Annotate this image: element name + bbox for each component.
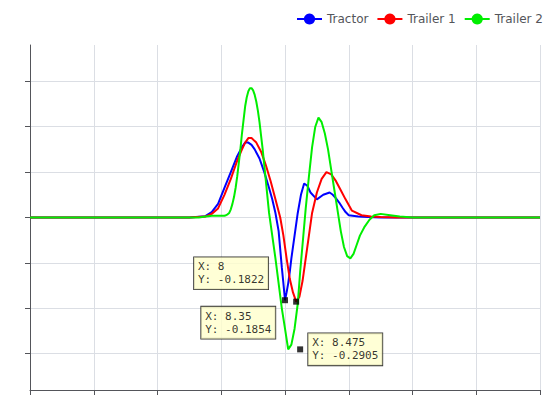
svg-text:X: 8.475: X: 8.475 — [312, 336, 365, 349]
svg-text:Y: -0.2905: Y: -0.2905 — [312, 349, 378, 362]
svg-text:Tractor: Tractor — [326, 12, 368, 26]
svg-text:Y: -0.1854: Y: -0.1854 — [205, 323, 272, 336]
svg-text:X: 8.35: X: 8.35 — [205, 310, 251, 323]
svg-text:Trailer 2: Trailer 2 — [494, 12, 543, 26]
svg-text:X: 8: X: 8 — [198, 260, 225, 273]
svg-text:Trailer 1: Trailer 1 — [406, 12, 455, 26]
svg-text:Y: -0.1822: Y: -0.1822 — [198, 273, 264, 286]
